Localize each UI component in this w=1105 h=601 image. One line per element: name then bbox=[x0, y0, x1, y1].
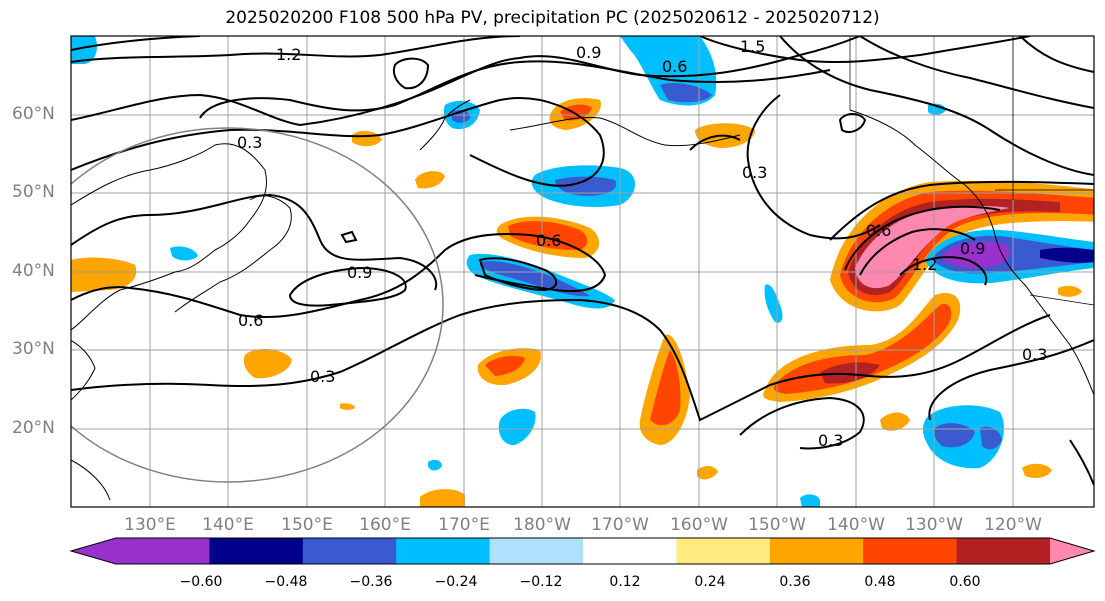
contour-label: 0.6 bbox=[536, 231, 561, 250]
colorbar-segment bbox=[489, 538, 584, 564]
contour-label: 1.5 bbox=[740, 37, 765, 56]
colorbar-tick-label: 0.60 bbox=[949, 574, 981, 590]
colorbar-segment bbox=[209, 538, 304, 564]
colorbar-segment bbox=[116, 538, 210, 564]
lon-label: 150°E bbox=[281, 515, 333, 535]
map-title: 2025020200 F108 500 hPa PV, precipitatio… bbox=[225, 8, 880, 28]
colorbar-segment bbox=[956, 538, 1051, 564]
contour-label: 0.6 bbox=[866, 221, 891, 240]
borders bbox=[849, 36, 1094, 306]
colorbar-tick-label: 0.48 bbox=[864, 574, 896, 590]
colorbar-segment bbox=[396, 538, 491, 564]
pv-contours bbox=[71, 36, 1094, 486]
contour-label-group: 1.2 1.5 0.9 0.6 0.3 0.9 0.6 0.3 0.6 0.3 … bbox=[237, 37, 1047, 450]
lon-label: 140°W bbox=[827, 515, 885, 535]
lon-label: 160°W bbox=[670, 515, 728, 535]
contour-label: 1.2 bbox=[276, 45, 301, 64]
colorbar-segment bbox=[769, 538, 864, 564]
contour-label: 1.2 bbox=[912, 255, 937, 274]
colorbar-tick-label: −0.36 bbox=[349, 574, 393, 590]
lat-label: 30°N bbox=[12, 339, 55, 359]
colorbar-tick-label: 0.24 bbox=[694, 574, 726, 590]
contour-label: 0.3 bbox=[1022, 345, 1047, 364]
contour-label: 0.9 bbox=[576, 43, 601, 62]
colorbar-tick-label: −0.60 bbox=[179, 574, 223, 590]
colorbar-segment bbox=[863, 538, 958, 564]
colorbar-extend-right bbox=[1050, 538, 1094, 564]
colorbar-tick-label: −0.48 bbox=[264, 574, 308, 590]
colorbar bbox=[69, 537, 1096, 565]
lon-label: 170°W bbox=[591, 515, 649, 535]
colorbar-tick-label: 0.12 bbox=[609, 574, 641, 590]
region-circle bbox=[71, 127, 444, 483]
precip-shading bbox=[71, 36, 1094, 507]
lat-label: 50°N bbox=[12, 182, 55, 202]
colorbar-tick-label: −0.12 bbox=[519, 574, 563, 590]
lon-label: 120°W bbox=[984, 515, 1042, 535]
lat-label: 60°N bbox=[12, 104, 55, 124]
colorbar-segment bbox=[583, 538, 677, 564]
lat-label: 20°N bbox=[12, 418, 55, 438]
colorbar-tick-label: −0.24 bbox=[434, 574, 478, 590]
lon-label: 140°E bbox=[202, 515, 254, 535]
contour-label: 0.6 bbox=[238, 311, 263, 330]
coastlines bbox=[71, 99, 1094, 501]
lon-label: 170°E bbox=[438, 515, 490, 535]
colorbar-segment bbox=[676, 538, 771, 564]
colorbar-tick-label: 0.36 bbox=[779, 574, 811, 590]
contour-label: 0.9 bbox=[960, 239, 985, 258]
map-frame bbox=[70, 35, 1095, 508]
contour-label: 0.3 bbox=[310, 367, 335, 386]
contour-label: 0.3 bbox=[818, 431, 843, 450]
lon-label: 130°W bbox=[905, 515, 963, 535]
lat-label: 40°N bbox=[12, 261, 55, 281]
contour-label: 0.3 bbox=[237, 133, 262, 152]
contour-label: 0.6 bbox=[662, 57, 687, 76]
contour-label: 0.3 bbox=[742, 163, 767, 182]
colorbar-extend-left bbox=[71, 538, 116, 564]
lon-label: 180°W bbox=[513, 515, 571, 535]
lon-label: 160°E bbox=[359, 515, 411, 535]
colorbar-segment bbox=[302, 538, 397, 564]
lon-label: 130°E bbox=[124, 515, 176, 535]
lon-label: 150°W bbox=[748, 515, 806, 535]
contour-label: 0.9 bbox=[347, 263, 372, 282]
